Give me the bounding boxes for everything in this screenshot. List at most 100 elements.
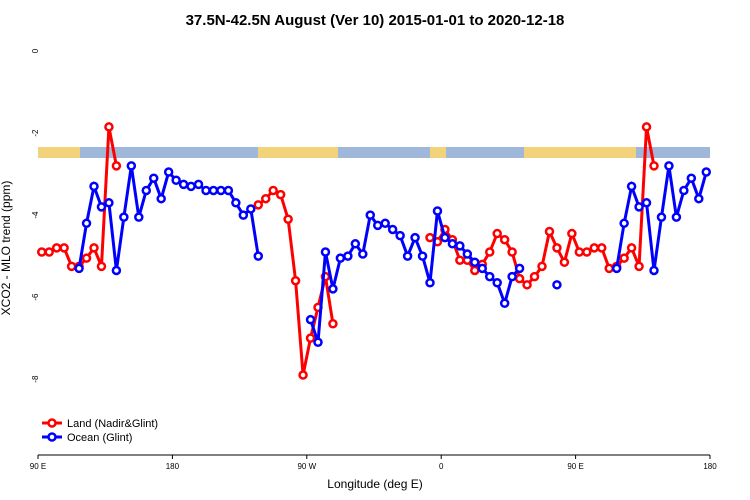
land-band	[524, 147, 636, 158]
point	[313, 337, 323, 347]
point	[238, 210, 249, 220]
point	[582, 247, 592, 257]
point	[395, 230, 405, 241]
y-axis-label: XCO2 - MLO trend (ppm)	[0, 181, 13, 316]
point	[656, 212, 667, 222]
point	[96, 261, 107, 272]
point	[499, 234, 510, 245]
point	[619, 218, 629, 229]
point	[298, 370, 308, 380]
point	[290, 275, 301, 286]
point	[305, 333, 316, 343]
point	[552, 280, 562, 290]
point	[358, 249, 368, 259]
point	[634, 261, 644, 272]
point	[641, 122, 652, 132]
y-tick-label: 0	[31, 48, 40, 53]
point	[387, 224, 398, 235]
point	[343, 251, 353, 261]
point	[440, 232, 450, 243]
point	[275, 189, 286, 200]
y-tick-label: -4	[31, 211, 40, 219]
point	[372, 220, 383, 231]
point	[499, 298, 510, 309]
point	[328, 319, 338, 329]
point	[320, 247, 331, 257]
point	[402, 251, 413, 261]
point	[141, 185, 152, 196]
point	[89, 181, 99, 192]
legend-marker	[47, 418, 57, 428]
point	[447, 239, 458, 249]
point	[193, 179, 204, 190]
point	[425, 232, 435, 243]
point	[492, 228, 502, 239]
point	[148, 173, 159, 183]
point	[74, 263, 84, 274]
point	[186, 181, 196, 192]
point	[649, 265, 659, 276]
point	[305, 314, 316, 325]
point	[574, 247, 585, 257]
point	[604, 263, 614, 274]
point	[611, 263, 622, 274]
x-tick-label: 0	[439, 462, 444, 471]
point	[679, 185, 689, 196]
x-axis-label: Longitude (deg E)	[327, 477, 422, 491]
point	[44, 247, 54, 257]
point	[328, 284, 338, 294]
point	[111, 265, 122, 276]
point	[253, 251, 264, 261]
point	[380, 218, 390, 229]
point	[671, 212, 682, 222]
x-tick-label: 180	[703, 462, 717, 471]
point	[417, 251, 428, 261]
legend-label: Ocean (Glint)	[67, 432, 132, 444]
point	[201, 185, 211, 196]
ocean-band	[38, 147, 710, 158]
y-tick-label: -8	[31, 375, 40, 383]
point	[522, 280, 532, 290]
point	[81, 218, 92, 229]
point	[492, 278, 502, 288]
point	[626, 181, 637, 192]
land-band	[38, 147, 80, 158]
point	[552, 243, 562, 253]
point	[425, 278, 435, 288]
point	[596, 243, 607, 253]
point	[171, 175, 181, 185]
point	[163, 167, 174, 177]
point	[514, 273, 525, 284]
point	[514, 263, 525, 274]
point	[507, 247, 517, 257]
legend-label: Land (Nadir&Glint)	[67, 418, 158, 430]
point	[649, 161, 659, 171]
point	[178, 179, 189, 190]
point	[66, 261, 77, 272]
point	[462, 249, 473, 259]
point	[694, 193, 704, 204]
point	[470, 257, 480, 268]
land-band	[430, 147, 446, 158]
point	[350, 239, 361, 249]
point	[59, 243, 69, 253]
point	[104, 198, 114, 208]
point	[253, 200, 264, 210]
point	[96, 202, 107, 212]
point	[111, 161, 122, 171]
point	[484, 271, 495, 282]
chart-title: 37.5N-42.5N August (Ver 10) 2015-01-01 t…	[186, 12, 565, 29]
land-band	[258, 147, 338, 158]
x-tick-label: 90 E	[567, 462, 583, 471]
point	[268, 185, 278, 196]
point	[567, 228, 577, 239]
point	[537, 261, 547, 272]
x-tick-label: 90 W	[297, 462, 316, 471]
point	[260, 193, 271, 204]
point	[455, 255, 465, 265]
point	[559, 257, 570, 268]
point	[664, 161, 674, 171]
x-tick-label: 180	[166, 462, 180, 471]
point	[283, 214, 293, 224]
x-tick-label: 90 E	[30, 462, 46, 471]
